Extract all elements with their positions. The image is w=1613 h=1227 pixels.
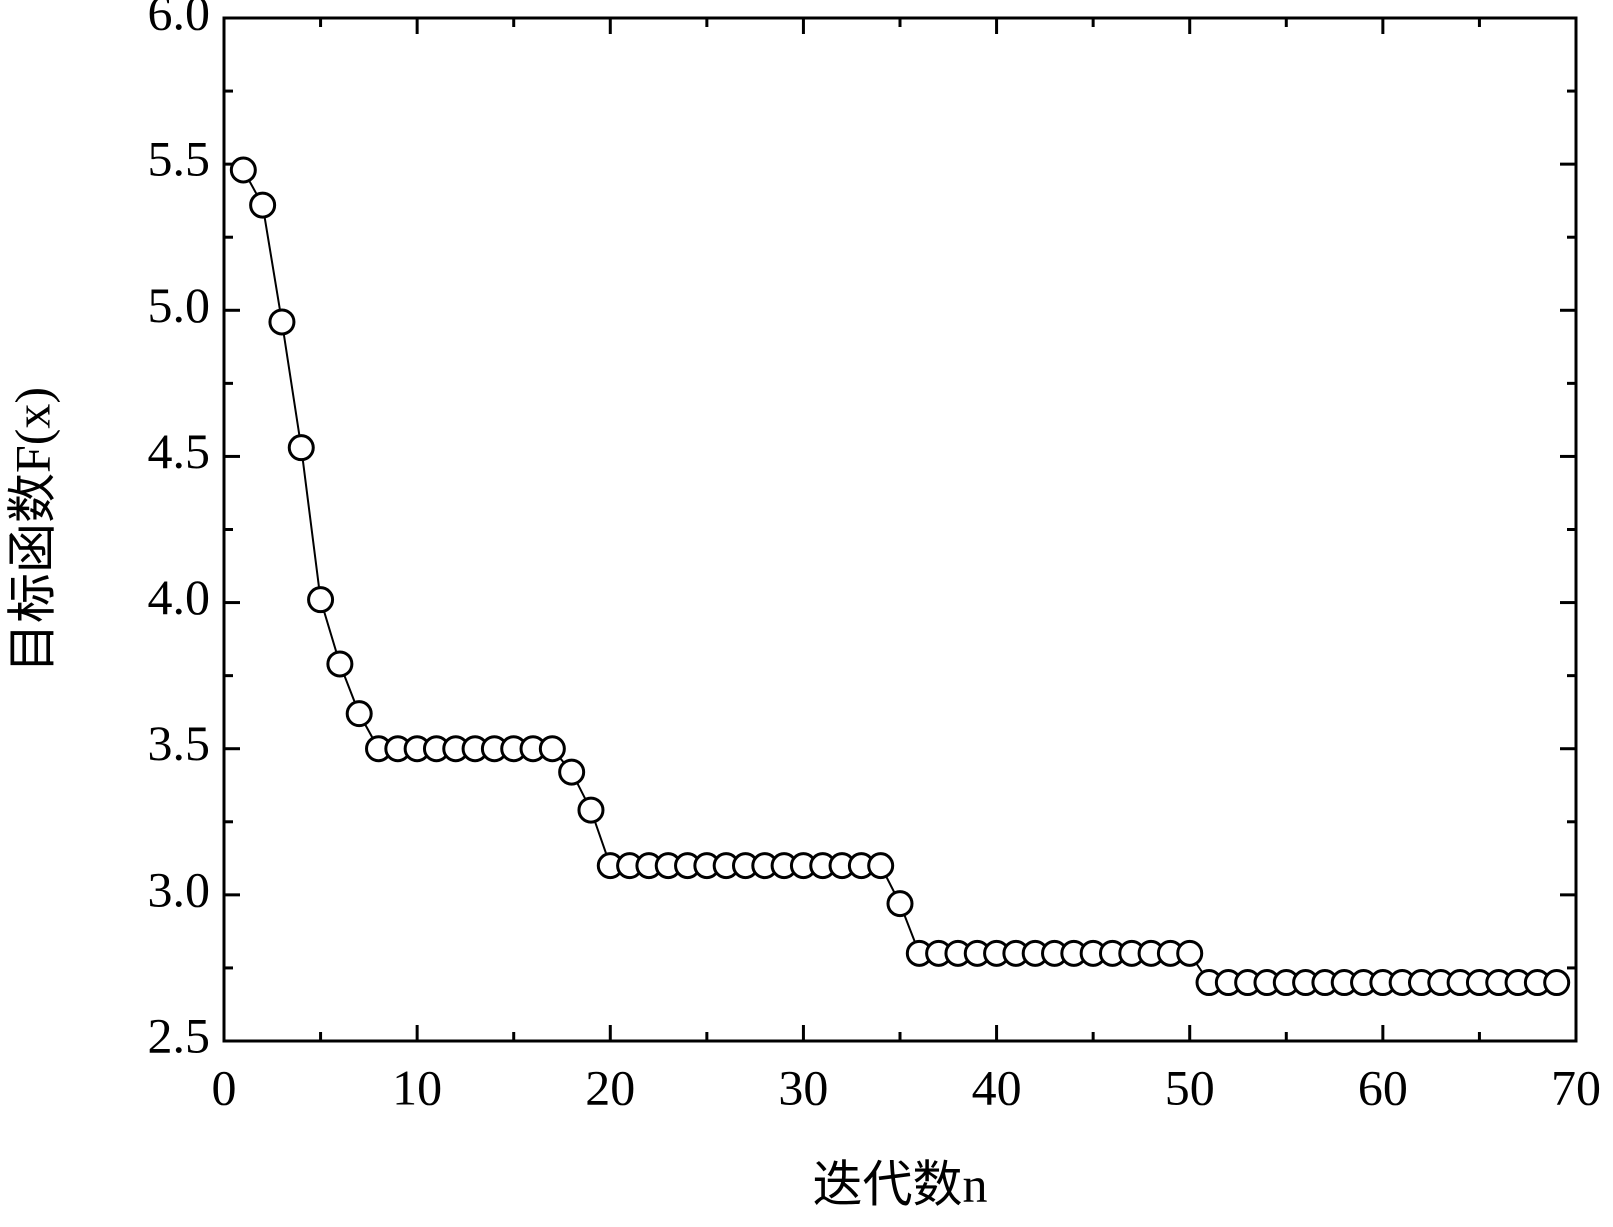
y-tick-label: 4.5	[148, 423, 211, 479]
x-tick-label: 70	[1551, 1059, 1601, 1115]
data-point	[577, 796, 605, 824]
y-tick-label: 4.0	[148, 569, 211, 625]
data-point	[307, 586, 335, 614]
data-point	[886, 890, 914, 918]
data-point	[1176, 939, 1204, 967]
plot-frame	[222, 16, 1578, 1043]
data-point	[268, 308, 296, 336]
y-axis-label: 目标函数F(x)	[4, 387, 60, 673]
y-tick-label: 6.0	[148, 0, 211, 40]
y-tick-label: 5.0	[148, 277, 211, 333]
x-tick-label: 20	[585, 1059, 635, 1115]
data-point	[249, 191, 277, 219]
y-tick-label: 2.5	[148, 1007, 211, 1063]
data-point	[867, 852, 895, 880]
data-point	[229, 156, 257, 184]
x-tick-label: 30	[778, 1059, 828, 1115]
x-tick-label: 50	[1165, 1059, 1215, 1115]
x-axis-label: 迭代数n	[813, 1156, 988, 1212]
x-tick-label: 0	[212, 1059, 237, 1115]
y-tick-label: 5.5	[148, 131, 211, 187]
y-tick-label: 3.0	[148, 861, 211, 917]
data-point	[345, 700, 373, 728]
y-tick-label: 3.5	[148, 715, 211, 771]
data-point	[1543, 969, 1571, 997]
data-point	[558, 758, 586, 786]
x-tick-label: 40	[972, 1059, 1022, 1115]
data-point	[287, 434, 315, 462]
data-point	[326, 650, 354, 678]
series-line	[242, 169, 1557, 984]
x-tick-label: 10	[392, 1059, 442, 1115]
x-tick-label: 60	[1358, 1059, 1408, 1115]
data-point	[538, 735, 566, 763]
